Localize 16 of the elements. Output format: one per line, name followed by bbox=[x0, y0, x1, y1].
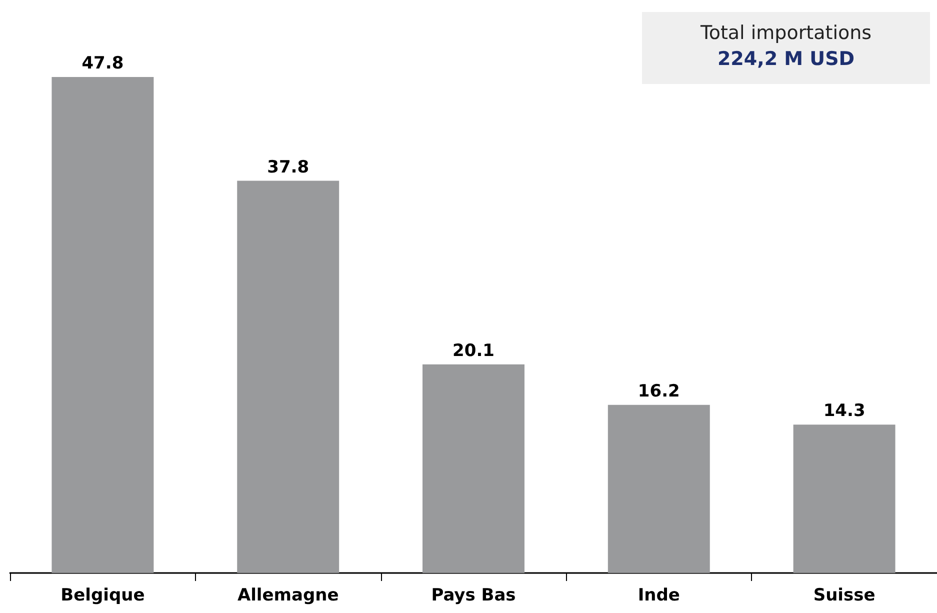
x-tick-label: Allemagne bbox=[237, 586, 339, 606]
data-label: 16.2 bbox=[638, 381, 680, 402]
x-tick-label: Belgique bbox=[60, 586, 145, 606]
bar bbox=[608, 404, 710, 573]
bar bbox=[52, 77, 154, 573]
x-tick-label: Pays Bas bbox=[431, 586, 516, 606]
data-label: 47.8 bbox=[82, 54, 124, 74]
data-label: 14.3 bbox=[823, 401, 866, 422]
data-label: 37.8 bbox=[267, 157, 310, 178]
bar bbox=[422, 364, 524, 573]
text-box: Total importations 224,2 M USD bbox=[642, 12, 930, 84]
bar bbox=[793, 424, 896, 573]
bar bbox=[237, 180, 340, 573]
data-label: 20.1 bbox=[452, 340, 494, 361]
x-tick-label: Suisse bbox=[813, 586, 876, 606]
x-tick-label: Inde bbox=[638, 586, 680, 606]
